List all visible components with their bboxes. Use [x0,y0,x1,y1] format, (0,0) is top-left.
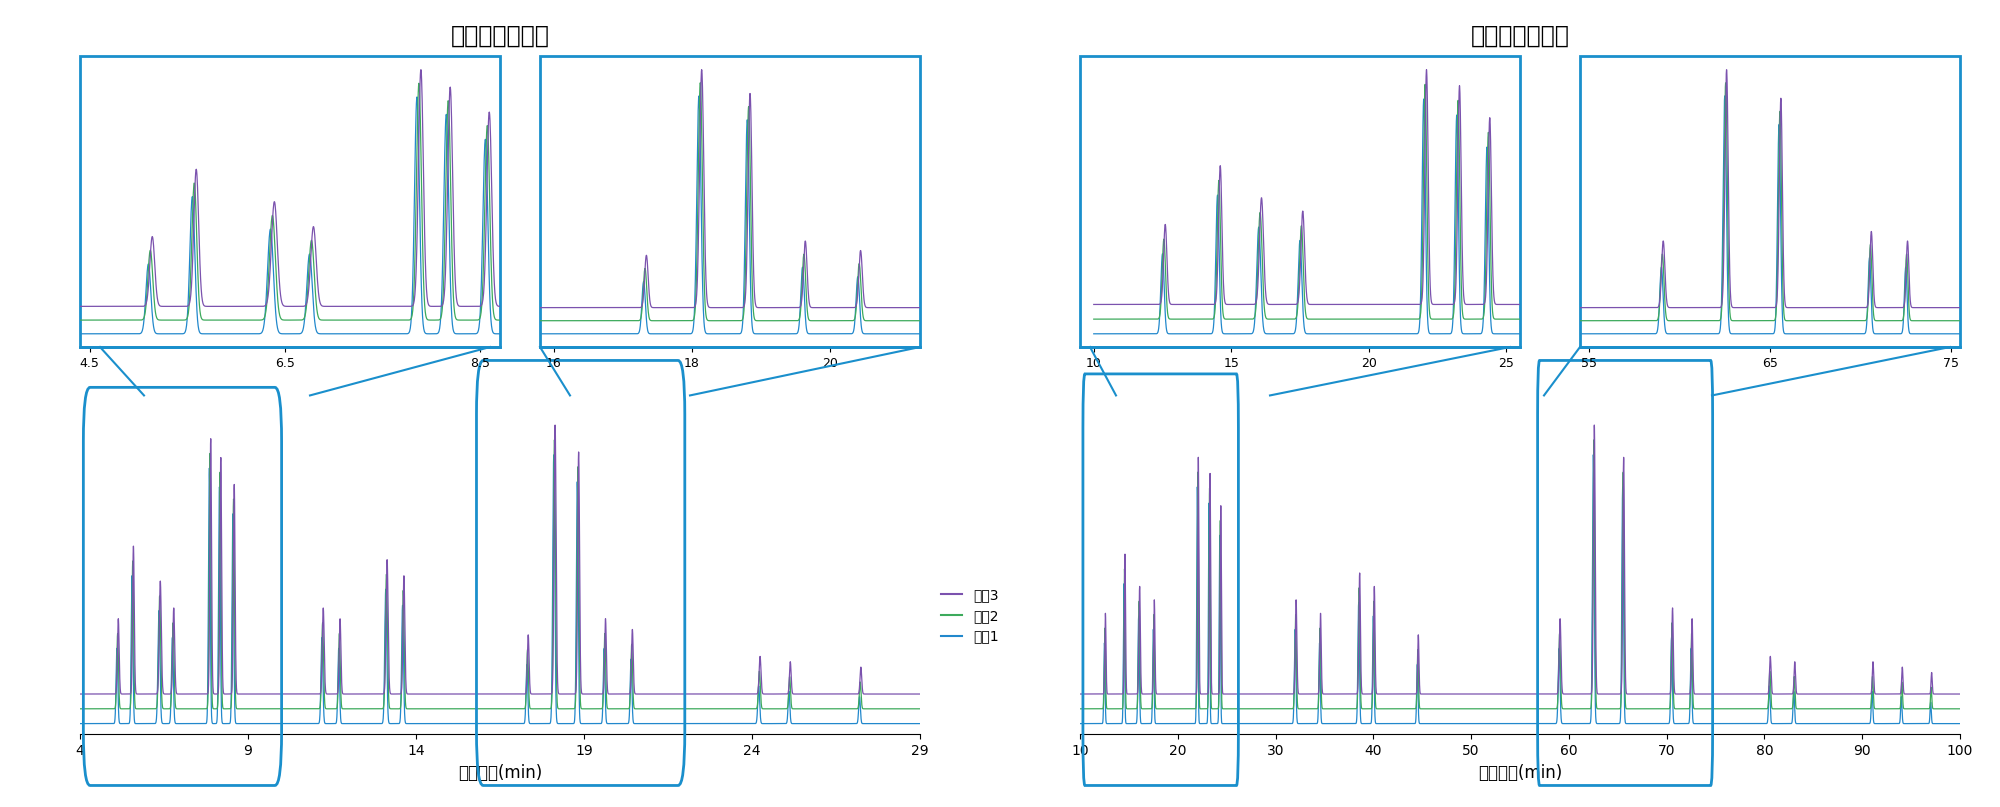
Text: 低流速；缓梯度: 低流速；缓梯度 [1470,24,1570,48]
Text: 高流速；陡梯度: 高流速；陡梯度 [450,24,550,48]
Legend: 系统3, 系统2, 系统1: 系统3, 系统2, 系统1 [936,582,1004,650]
X-axis label: 保留时间(min): 保留时间(min) [458,763,542,782]
X-axis label: 保留时间(min): 保留时间(min) [1478,763,1562,782]
